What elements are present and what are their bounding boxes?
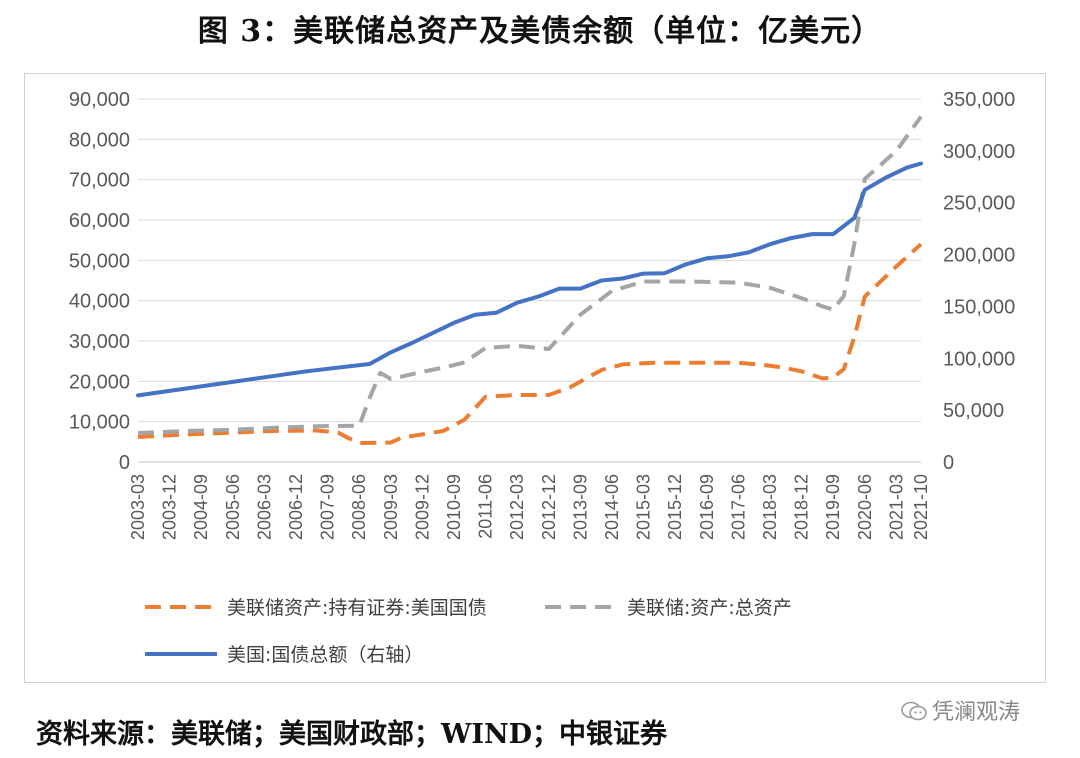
x-tick-label: 2003-03 xyxy=(128,474,148,540)
x-tick-label: 2019-09 xyxy=(823,474,843,540)
right-tick-label: 200,000 xyxy=(943,245,1015,267)
x-tick-label: 2006-03 xyxy=(254,474,274,540)
x-tick-label: 2004-09 xyxy=(191,474,211,540)
left-tick-label: 10,000 xyxy=(69,412,130,434)
right-tick-label: 250,000 xyxy=(943,193,1015,215)
x-tick-label: 2015-03 xyxy=(634,474,654,540)
left-tick-label: 20,000 xyxy=(69,371,130,393)
left-tick-label: 0 xyxy=(119,452,130,474)
series-line-0 xyxy=(137,242,923,445)
left-tick-label: 30,000 xyxy=(69,331,130,353)
x-axis: 2003-03 2003-12 2004-09 2005-06 2006-03 2006-… xyxy=(128,474,931,540)
right-tick-label: 100,000 xyxy=(943,348,1015,370)
x-tick-label: 2009-03 xyxy=(381,474,401,540)
x-tick-label: 2013-09 xyxy=(570,474,590,540)
watermark-text: 凭澜观涛 xyxy=(932,700,1021,725)
chart-frame: 0 10,000 20,000 30,000 40,000 50,000 60,000 70,… xyxy=(24,73,1046,683)
x-tick-label: 2016-09 xyxy=(697,474,717,540)
x-tick-label: 2012-12 xyxy=(539,474,559,540)
legend-label-2: 美国:国债总额（右轴） xyxy=(227,644,423,666)
x-tick-label: 2017-06 xyxy=(728,474,748,540)
left-tick-label: 50,000 xyxy=(69,250,130,272)
left-axis: 0 10,000 20,000 30,000 40,000 50,000 60,000 70,… xyxy=(69,89,130,474)
source-note: 资料来源：美联储；美国财政部；WIND；中银证券 xyxy=(36,719,668,750)
x-tick-label: 2014-06 xyxy=(602,474,622,540)
x-tick-label: 2020-06 xyxy=(855,474,875,540)
right-tick-label: 350,000 xyxy=(943,89,1015,111)
watermark: 凭澜观涛 xyxy=(900,694,1020,726)
x-tick-label: 2021-03 xyxy=(886,474,906,540)
x-tick-label: 2006-12 xyxy=(286,474,306,540)
series-lines xyxy=(136,115,923,445)
gridlines xyxy=(138,98,921,463)
left-tick-label: 60,000 xyxy=(69,210,130,232)
x-tick-label: 2010-09 xyxy=(444,474,464,540)
series-line-1 xyxy=(137,115,923,435)
right-tick-label: 150,000 xyxy=(943,296,1015,318)
x-tick-label: 2008-06 xyxy=(349,474,369,540)
x-tick-label: 2007-09 xyxy=(318,474,338,540)
x-tick-label: 2012-03 xyxy=(507,474,527,540)
x-tick-label: 2018-12 xyxy=(792,474,812,540)
x-tick-label: 2005-06 xyxy=(223,474,243,540)
left-tick-label: 70,000 xyxy=(69,170,130,192)
left-tick-label: 40,000 xyxy=(69,291,130,313)
series-line-2 xyxy=(136,161,923,398)
x-tick-label: 2011-06 xyxy=(476,474,496,539)
right-tick-label: 300,000 xyxy=(943,141,1015,163)
chart-svg: 0 10,000 20,000 30,000 40,000 50,000 60,000 70,… xyxy=(69,89,1015,666)
chart-title: 图 3：美联储总资产及美债余额（单位：亿美元） xyxy=(197,14,883,49)
legend-label-1: 美联储:资产:总资产 xyxy=(627,597,792,619)
x-tick-label: 2018-03 xyxy=(760,474,780,540)
legend-label-0: 美联储资产:持有证券:美国国债 xyxy=(227,597,487,619)
left-tick-label: 80,000 xyxy=(69,129,130,151)
x-tick-label: 2015-12 xyxy=(665,474,685,540)
right-tick-label: 50,000 xyxy=(943,400,1004,422)
x-tick-label: 2021-10 xyxy=(911,474,931,540)
x-tick-label: 2003-12 xyxy=(160,474,180,540)
left-tick-label: 90,000 xyxy=(69,89,130,111)
right-axis: 0 50,000 100,000 150,000 200,000 250,000 300,0… xyxy=(943,89,1015,474)
x-tick-label: 2009-12 xyxy=(412,474,432,540)
right-tick-label: 0 xyxy=(943,452,954,474)
wechat-icon xyxy=(901,701,927,721)
